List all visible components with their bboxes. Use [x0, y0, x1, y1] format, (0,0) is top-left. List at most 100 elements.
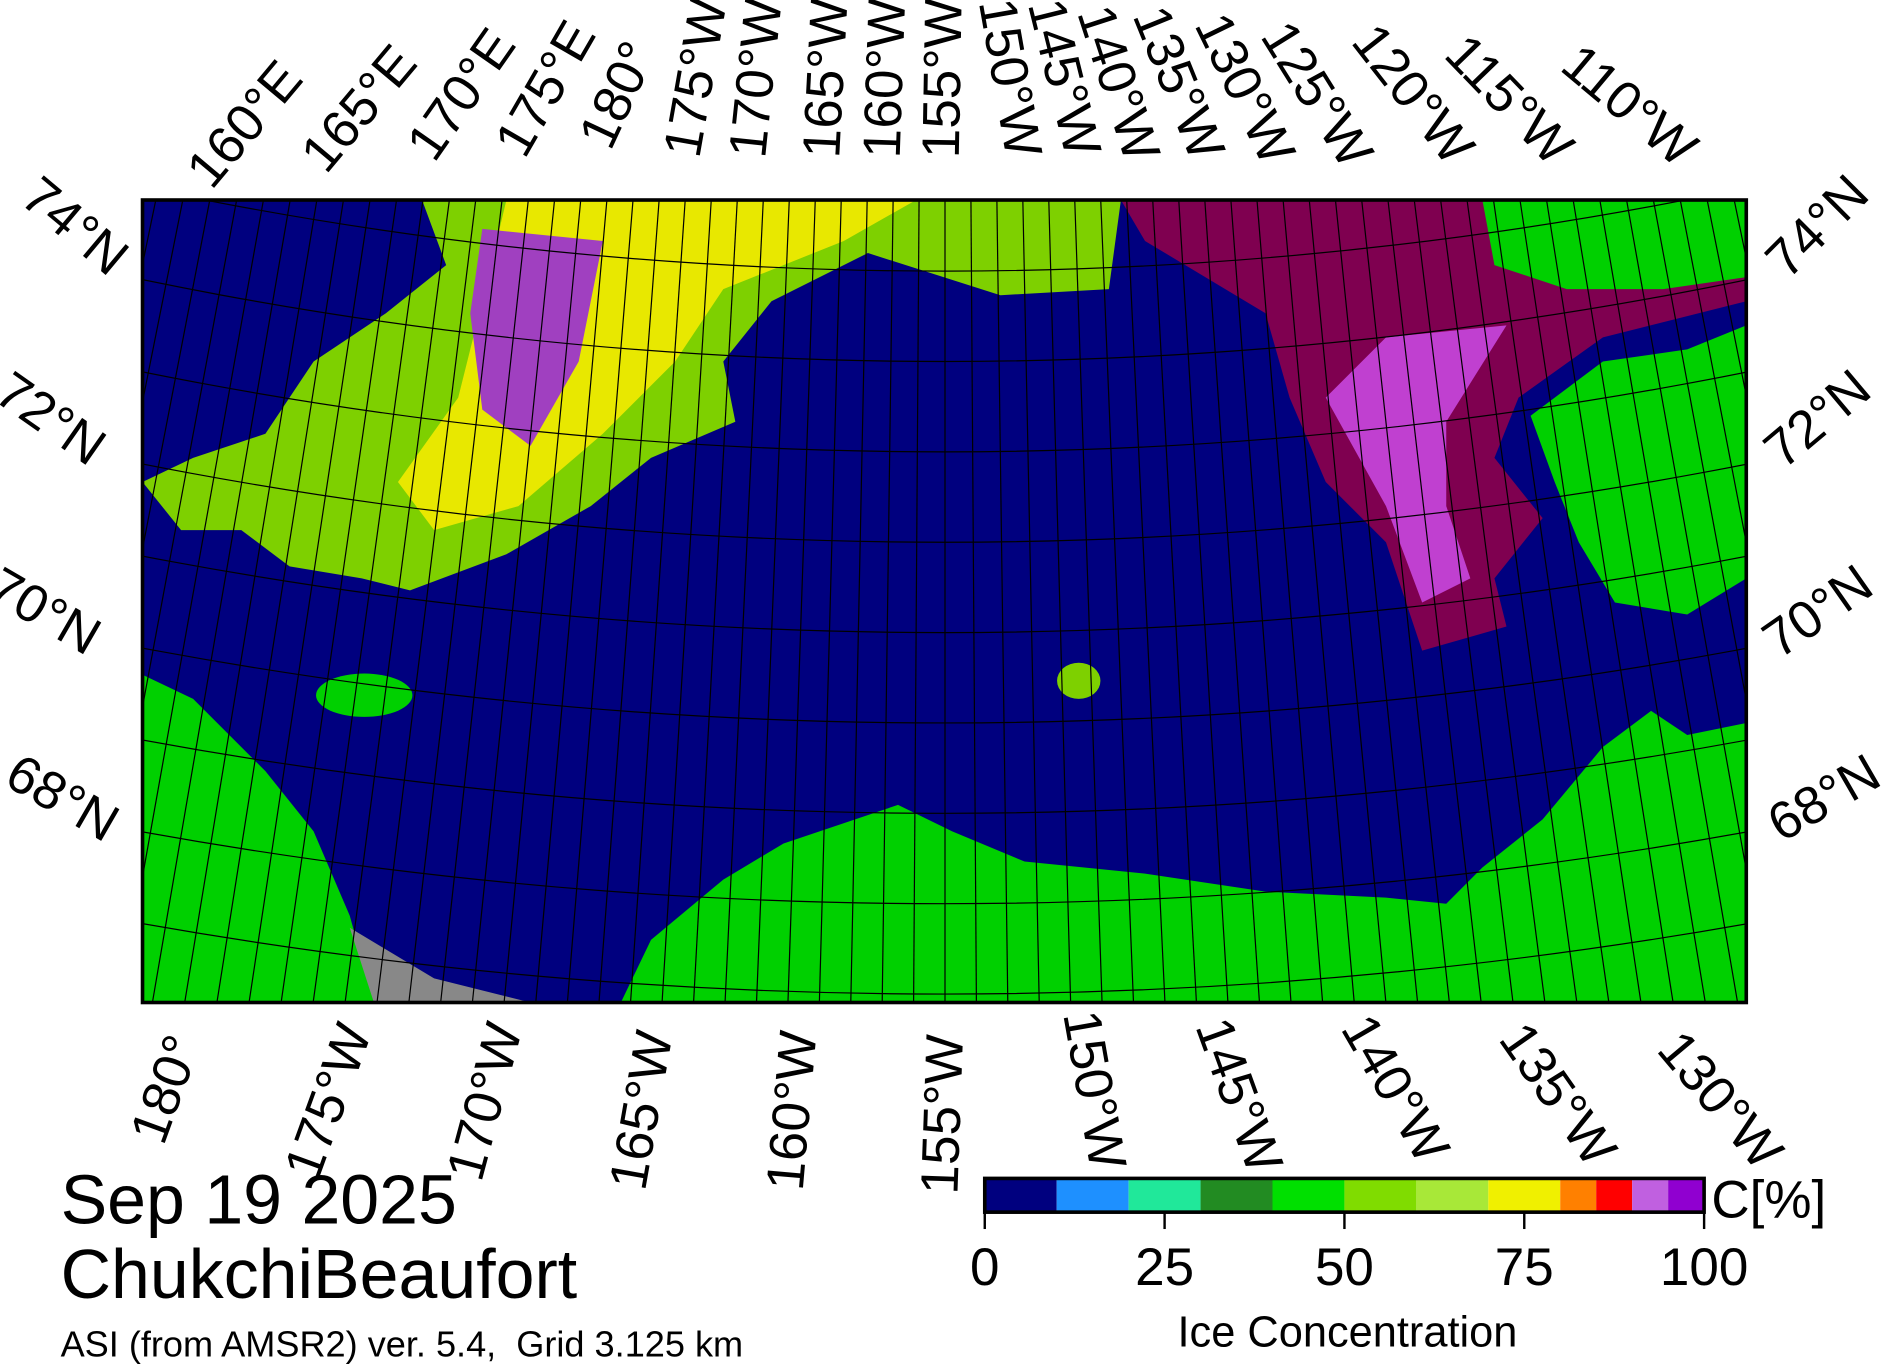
colorbar-unit: C[%] — [1711, 1171, 1826, 1230]
longitude-line — [1413, 200, 1514, 1003]
colorbar-tick-label: 100 — [1660, 1238, 1748, 1297]
coordinate-label: 155°W — [910, 1034, 975, 1196]
colorbar-segment — [1416, 1178, 1489, 1213]
longitude-line — [1797, 0, 1890, 1069]
longitude-line — [1625, 200, 1747, 874]
longitude-line — [1466, 200, 1578, 1003]
colorbar-segment — [1200, 1178, 1273, 1213]
longitude-line — [0, 0, 45, 1053]
longitude-line — [1308, 200, 1387, 1003]
date: Sep 19 2025 — [61, 1160, 457, 1238]
colorbar-segment — [1668, 1178, 1705, 1213]
longitude-line — [1679, 200, 1747, 546]
longitude-line — [1204, 200, 1261, 1003]
coordinate-label: 72°N — [0, 361, 116, 477]
coordinate-label: 72°N — [1753, 358, 1882, 479]
longitude-line — [408, 200, 503, 1003]
longitude-line — [1869, 0, 1890, 1045]
chukotka — [142, 674, 374, 1003]
ice-patch — [1057, 662, 1101, 699]
colorbar-label: Ice Concentration — [1178, 1309, 1518, 1357]
coordinate-label: 165°W — [792, 0, 859, 159]
coordinate-label: 130°W — [1646, 1020, 1794, 1180]
map-frame — [140, 198, 1749, 1005]
longitude-line — [1387, 200, 1482, 1003]
coordinate-label: 135°W — [1488, 1012, 1628, 1177]
coordinate-label: 70°N — [1752, 554, 1883, 670]
alaska — [620, 710, 1747, 1003]
sea-ice-east-edge — [1325, 325, 1507, 603]
longitude-line — [0, 0, 117, 1077]
longitude-line — [503, 200, 582, 1003]
longitude-line — [344, 200, 450, 1003]
coordinate-label: 145°W — [1184, 1010, 1294, 1180]
longitude-line — [280, 200, 398, 1003]
longitude-line — [1100, 200, 1135, 1003]
longitude-line — [629, 200, 686, 1003]
longitude-line — [142, 200, 238, 711]
longitude-line — [248, 200, 371, 1003]
caption: ASI (from AMSR2) ver. 5.4, Grid 3.125 km — [61, 1324, 744, 1365]
graticule — [0, 0, 1890, 1091]
coordinate-label: 180° — [119, 1028, 212, 1151]
map-area — [0, 0, 1890, 1091]
longitude-line — [0, 0, 165, 1091]
coordinate-label: 160°E — [175, 50, 313, 199]
colorbar-tick-label: 25 — [1135, 1238, 1194, 1297]
colorbar-segment — [1272, 1178, 1345, 1213]
longitude-line — [0, 0, 141, 1084]
longitude-line — [184, 200, 318, 1003]
coordinate-label: 70°N — [0, 556, 110, 666]
coordinate-label: 165°W — [599, 1027, 685, 1194]
colorbar-segment — [1488, 1178, 1561, 1213]
colorbar-segment — [1632, 1178, 1669, 1213]
longitude-line — [142, 200, 265, 881]
banks-island — [1530, 325, 1747, 615]
coordinate-label: 170°W — [436, 1017, 534, 1186]
coordinate-label: 155°W — [912, 0, 974, 159]
longitude-line — [1126, 200, 1166, 1003]
longitude-line — [661, 200, 712, 1003]
longitude-line — [376, 200, 477, 1003]
longitude-line — [142, 200, 211, 553]
longitude-line — [1282, 200, 1355, 1003]
no-data — [349, 927, 531, 1003]
longitude-line — [1821, 0, 1890, 1061]
sea-ice-west-thick — [470, 228, 603, 446]
coordinate-label: 74°N — [11, 166, 140, 287]
coordinate-label: 140°W — [1330, 1005, 1461, 1173]
coordinate-label: 160°W — [853, 0, 918, 159]
longitude-line — [1572, 200, 1706, 1003]
longitude-line — [692, 200, 738, 1003]
longitude-line — [1256, 200, 1324, 1003]
colorbar-segment — [1596, 1178, 1633, 1213]
longitude-line — [312, 200, 424, 1003]
longitude-line — [1361, 200, 1450, 1003]
longitude-line — [598, 200, 660, 1003]
longitude-line — [535, 200, 608, 1003]
coordinate-label: 110°W — [1551, 33, 1708, 178]
longitude-line — [1152, 200, 1198, 1003]
longitude-line — [1334, 200, 1419, 1003]
coordinate-label: 74°N — [1755, 164, 1880, 289]
colorbar-tick-label: 75 — [1495, 1238, 1554, 1297]
colorbar-segment — [1344, 1178, 1417, 1213]
longitude-line — [566, 200, 634, 1003]
longitude-line — [1492, 200, 1610, 1003]
colorbar-segment — [1128, 1178, 1201, 1213]
colorbar-segment — [1560, 1178, 1597, 1213]
longitude-line — [151, 200, 291, 1003]
longitude-line — [1178, 200, 1229, 1003]
longitude-line — [1230, 200, 1292, 1003]
longitude-line — [1519, 200, 1642, 1003]
northern-islands — [1482, 200, 1747, 290]
colorbar-segment — [984, 1178, 1057, 1213]
longitude-line — [1845, 0, 1890, 1053]
longitude-line — [1440, 200, 1546, 1003]
longitude-line — [0, 0, 93, 1069]
region: ChukchiBeaufort — [61, 1235, 578, 1313]
longitude-line — [216, 200, 345, 1003]
longitude-line — [755, 200, 790, 1003]
longitude-line — [0, 0, 69, 1061]
